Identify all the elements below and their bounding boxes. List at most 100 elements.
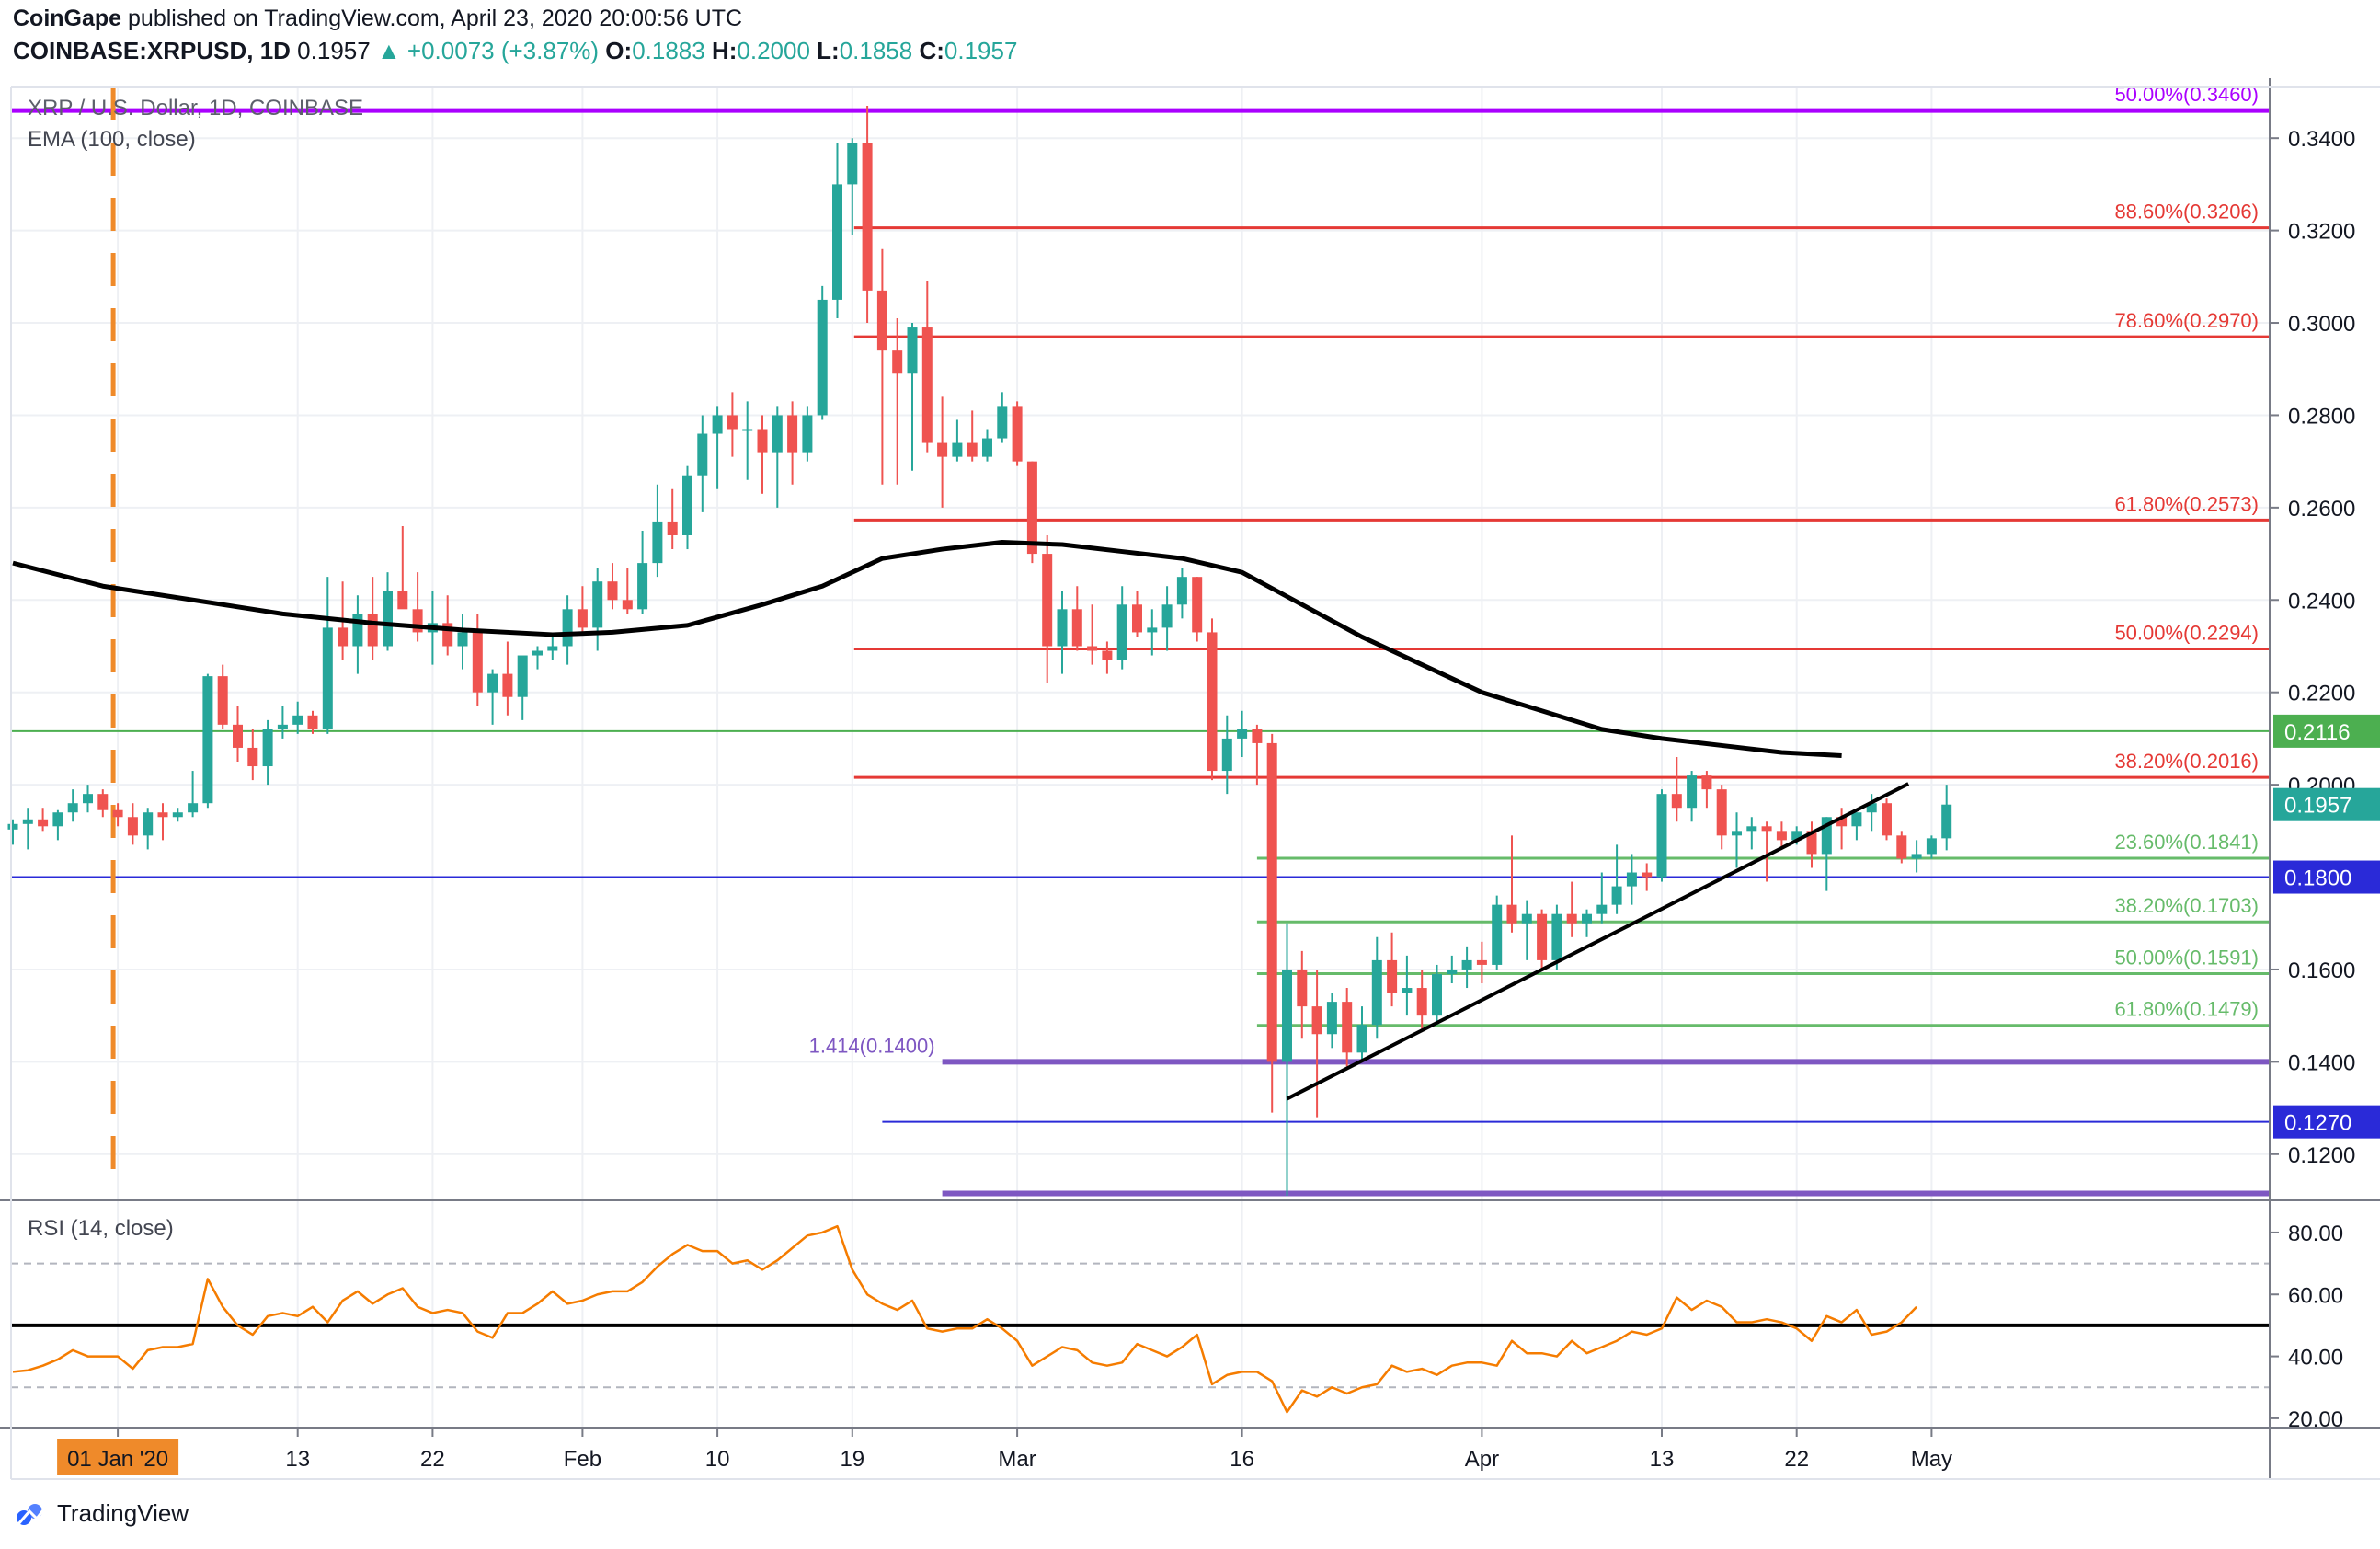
time-tick-label: Feb — [564, 1447, 601, 1472]
candle-body — [997, 406, 1008, 439]
high-label: H: — [711, 37, 738, 64]
candle-body — [1402, 988, 1413, 993]
ema-100-line — [12, 540, 1842, 758]
candle-body — [1266, 742, 1277, 1062]
time-tick-label: 16 — [1230, 1447, 1254, 1472]
candle-body — [937, 442, 948, 457]
price-badge — [2273, 1105, 2380, 1139]
candle-body — [1506, 904, 1517, 924]
candle-body — [532, 650, 543, 656]
price-tick-label: 0.2200 — [2288, 682, 2355, 706]
candle-body — [727, 415, 738, 430]
candle-body — [322, 627, 333, 729]
price-tick-label: 0.3000 — [2288, 312, 2355, 337]
candle-body — [712, 415, 723, 434]
candle-body — [1176, 577, 1187, 605]
time-tick-label: May — [1911, 1447, 1952, 1472]
candle-body — [1221, 738, 1232, 772]
level-label: 50.00%(0.1591) — [2114, 946, 2259, 969]
candle-body — [952, 442, 963, 457]
candle-body — [772, 415, 783, 453]
candle-body — [637, 563, 648, 610]
time-tick-label: Apr — [1465, 1447, 1499, 1472]
candle-body — [338, 627, 349, 647]
candle-body — [757, 429, 768, 453]
candle-body — [487, 673, 498, 693]
candle-body — [862, 143, 873, 291]
candle-body — [1882, 803, 1892, 836]
candle-body — [277, 724, 288, 729]
candle-body — [876, 290, 887, 351]
candle-body — [7, 823, 18, 830]
price-tick-label: 0.2400 — [2288, 589, 2355, 614]
high-value: 0.2000 — [737, 37, 810, 64]
level-label: 38.20%(0.1703) — [2114, 894, 2259, 917]
candle-body — [892, 350, 903, 374]
price-tick-label: 0.1200 — [2288, 1143, 2355, 1168]
time-tick-label: 01 Jan '20 — [67, 1447, 168, 1472]
level-label: 61.80%(0.1479) — [2114, 998, 2259, 1021]
candle-body — [397, 591, 408, 610]
candle-body — [307, 715, 318, 729]
candle-body — [1537, 913, 1548, 960]
level-label: 23.60%(0.1841) — [2114, 831, 2259, 854]
candle-body — [1102, 650, 1113, 660]
candle-body — [247, 747, 258, 767]
candle-body — [1071, 609, 1082, 647]
candle-body — [172, 812, 183, 818]
level-label: 50.00%(0.3460) — [2114, 83, 2259, 106]
candle-body — [1476, 959, 1487, 965]
published-text: published on TradingView.com, April 23, … — [121, 6, 743, 31]
candle-body — [1252, 729, 1263, 743]
candle-body — [1701, 775, 1712, 790]
level-label: 1.414(0.1400) — [809, 1034, 935, 1057]
candle-body — [967, 442, 978, 457]
ema-legend: EMA (100, close) — [28, 127, 196, 152]
price-badge-label: 0.1957 — [2284, 794, 2351, 819]
axes: 0.3400 0.3200 0.3000 0.2800 0.2600 0.2400 0.22… — [0, 78, 2380, 1480]
candle-body — [143, 812, 154, 836]
level-label: 88.60%(0.3206) — [2114, 201, 2259, 224]
candle-body — [787, 415, 798, 453]
close-value: 0.1957 — [944, 37, 1018, 64]
candle-body — [1237, 729, 1248, 739]
candle-body — [1161, 604, 1173, 628]
price-change: +0.0073 (+3.87%) — [406, 37, 600, 64]
candle-body — [38, 819, 49, 827]
tradingview-logo[interactable]: TradingView — [15, 1499, 189, 1528]
rsi-line — [12, 1224, 1917, 1414]
candle-body — [1416, 988, 1427, 1016]
candle-body — [907, 327, 918, 374]
candle-body — [847, 143, 858, 185]
candle-body — [1611, 886, 1622, 905]
candle-body — [1521, 913, 1532, 924]
time-tick-label: 10 — [705, 1447, 730, 1472]
last-price: 0.1957 — [297, 37, 371, 64]
candle-body — [1896, 835, 1907, 859]
tradingview-brand: TradingView — [57, 1499, 189, 1527]
candle-body — [547, 646, 558, 651]
candle-body — [292, 715, 303, 725]
candle-body — [1207, 632, 1218, 772]
candle-body — [832, 184, 842, 300]
price-badges: 0.2116 0.1957 0.1800 0.1270 — [2273, 714, 2380, 1139]
candle-body — [367, 614, 378, 647]
candle-body — [1432, 973, 1442, 1016]
candle-body — [1642, 872, 1653, 878]
time-tick-label: 13 — [1650, 1447, 1675, 1472]
candle-body — [157, 812, 168, 818]
candle-body — [1776, 831, 1787, 841]
symbol-line: COINBASE:XRPUSD, 1D 0.1957 ▲ +0.0073 (+3… — [13, 37, 1017, 65]
open-label: O: — [605, 37, 633, 64]
horizontal-levels: 50.00%(0.3460) 88.60%(0.3206) 78.60%(0.297… — [11, 83, 2270, 1197]
candle-body — [52, 812, 63, 827]
candle-body — [472, 632, 483, 693]
price-tick-label: 0.3400 — [2288, 127, 2355, 152]
candle-body — [1387, 959, 1398, 993]
trendline — [1286, 782, 1910, 1101]
price-tick-label: 0.3200 — [2288, 220, 2355, 245]
time-tick-label: 22 — [1784, 1447, 1809, 1472]
candle-body — [742, 429, 753, 431]
candle-body — [202, 676, 213, 804]
ema-line — [12, 540, 1842, 758]
